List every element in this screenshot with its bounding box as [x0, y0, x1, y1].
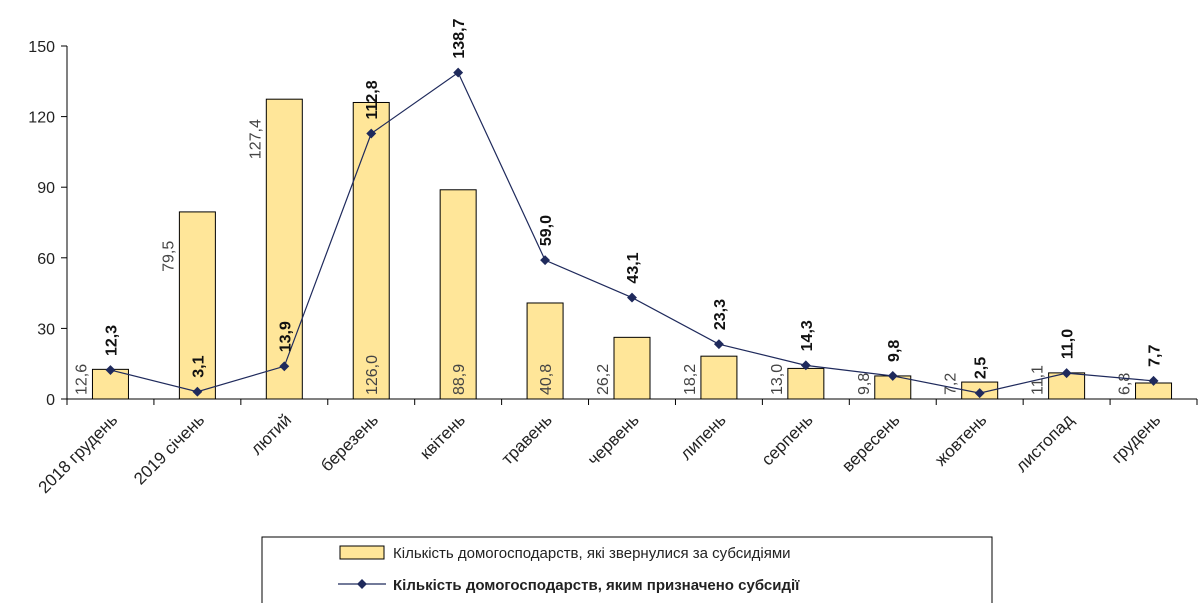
- line-value-label: 23,3: [712, 299, 729, 330]
- line-value-label: 2,5: [973, 357, 990, 379]
- bar-value-label: 6,8: [1117, 373, 1134, 395]
- bar-value-label: 127,4: [247, 119, 264, 159]
- legend-line-marker: [357, 579, 367, 589]
- x-tick-label: грудень: [1108, 410, 1165, 467]
- line-point: [540, 255, 551, 266]
- bar-labels: 12,6 79,5 127,4 126,0 88,9 40,8 26,2 18,2 13,0 9,…: [73, 119, 1133, 395]
- line-value-label: 11,0: [1060, 329, 1077, 359]
- x-tick-label: серпень: [758, 410, 817, 469]
- line-point: [1148, 375, 1159, 386]
- bar-value-label: 126,0: [364, 355, 381, 395]
- bar-value-label: 13,0: [769, 364, 786, 395]
- y-tick-label: 120: [28, 110, 55, 127]
- bar: [613, 336, 651, 400]
- y-tick-label: 90: [37, 180, 55, 197]
- x-tick-label: лютий: [247, 410, 295, 458]
- line-value-label: 59,0: [538, 215, 555, 246]
- y-tick-label: 0: [46, 392, 55, 409]
- bar: [178, 211, 216, 400]
- x-tick-label: липень: [676, 410, 729, 463]
- y-tick-label: 60: [37, 251, 55, 268]
- bar: [265, 98, 303, 400]
- legend-bar-swatch: [339, 545, 385, 560]
- bars: [91, 98, 1173, 400]
- bar-value-label: 26,2: [595, 364, 612, 395]
- line-labels: 12,3 3,1 13,9 112,8 138,7 59,0 43,1 23,3 14,3 9,8…: [103, 18, 1163, 379]
- x-tick-label: березень: [317, 410, 382, 475]
- y-tick-label: 30: [37, 321, 55, 338]
- bar-value-label: 88,9: [451, 364, 468, 395]
- line-value-label: 43,1: [625, 252, 642, 283]
- x-tick-label: вересень: [838, 410, 903, 475]
- x-tick-label: 2018 грудень: [35, 410, 122, 497]
- line-value-label: 14,3: [799, 320, 816, 351]
- y-axis: 0 30 60 90 120 150: [28, 39, 68, 409]
- line-point: [192, 386, 203, 397]
- line-point: [453, 67, 464, 78]
- y-tick-label: 150: [28, 39, 55, 56]
- line-value-label: 12,3: [103, 325, 120, 356]
- bar: [352, 101, 390, 400]
- bar-value-label: 18,2: [682, 364, 699, 395]
- x-tick-label: листопад: [1012, 410, 1077, 475]
- line-point: [627, 292, 637, 303]
- bar-value-label: 7,2: [943, 373, 960, 395]
- line-value-label: 3,1: [190, 355, 207, 377]
- x-tick-label: жовтень: [931, 410, 990, 469]
- line-point: [1061, 368, 1072, 379]
- bar-value-label: 79,5: [160, 241, 177, 272]
- x-axis: 2018 грудень 2019 січень лютий березень квіт…: [35, 398, 1198, 497]
- x-tick-label: квітень: [416, 410, 469, 463]
- bar-value-label: 9,8: [856, 373, 873, 395]
- line-point: [974, 388, 985, 399]
- legend-line-label: Кількість домогосподарств, яким призначе…: [393, 577, 800, 594]
- line-series: [105, 67, 1159, 399]
- bar-value-label: 40,8: [538, 364, 555, 395]
- x-tick-label: травень: [498, 410, 556, 468]
- line-point: [279, 361, 290, 372]
- bar-value-label: 12,6: [73, 364, 90, 395]
- bar: [700, 355, 738, 400]
- legend-bar-label: Кількість домогосподарств, які звернулис…: [393, 545, 791, 562]
- x-tick-label: червень: [584, 410, 643, 469]
- line-point: [713, 339, 724, 350]
- line-point: [366, 128, 377, 139]
- line-point: [887, 370, 898, 381]
- x-tick-label: 2019 січень: [130, 410, 208, 488]
- legend: Кількість домогосподарств, які звернулис…: [261, 536, 993, 603]
- bar: [787, 367, 825, 400]
- line-value-label: 138,7: [451, 18, 468, 58]
- bar: [439, 189, 477, 400]
- line-value-label: 7,7: [1147, 345, 1164, 367]
- line-value-label: 13,9: [277, 321, 294, 352]
- line-point: [800, 360, 811, 371]
- bar: [526, 302, 564, 400]
- line-value-label: 112,8: [364, 80, 381, 119]
- line-value-label: 9,8: [886, 340, 903, 362]
